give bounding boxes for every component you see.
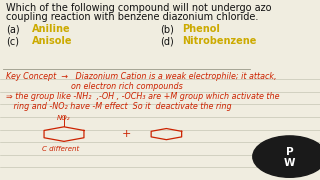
Text: ⇒ the group like -NH₂  ,-OH , -OCH₃ are +M group which activate the: ⇒ the group like -NH₂ ,-OH , -OCH₃ are +… bbox=[6, 92, 280, 101]
Text: +: + bbox=[122, 129, 131, 139]
Text: W: W bbox=[284, 158, 295, 168]
Circle shape bbox=[253, 136, 320, 177]
Text: NO₂: NO₂ bbox=[57, 115, 71, 121]
Text: Anisole: Anisole bbox=[32, 36, 73, 46]
Text: (d): (d) bbox=[160, 36, 174, 46]
Text: ring and -NO₂ have -M effect  So it  deactivate the ring: ring and -NO₂ have -M effect So it deact… bbox=[6, 102, 232, 111]
Text: P: P bbox=[286, 147, 293, 157]
Text: (c): (c) bbox=[6, 36, 20, 46]
Text: Key Concept  →   Diazonium Cation is a weak electrophile; it attack,: Key Concept → Diazonium Cation is a weak… bbox=[6, 72, 277, 81]
Text: Aniline: Aniline bbox=[32, 24, 71, 34]
Text: (b): (b) bbox=[160, 24, 174, 34]
Text: on electron rich compounds: on electron rich compounds bbox=[6, 82, 183, 91]
Text: coupling reaction with benzene diazonium chloride.: coupling reaction with benzene diazonium… bbox=[6, 12, 259, 22]
Text: Which of the following compound will not undergo azo: Which of the following compound will not… bbox=[6, 3, 272, 13]
Text: (a): (a) bbox=[6, 24, 20, 34]
Text: Nitrobenzene: Nitrobenzene bbox=[182, 36, 257, 46]
Text: C different: C different bbox=[42, 146, 79, 152]
Text: Phenol: Phenol bbox=[182, 24, 220, 34]
